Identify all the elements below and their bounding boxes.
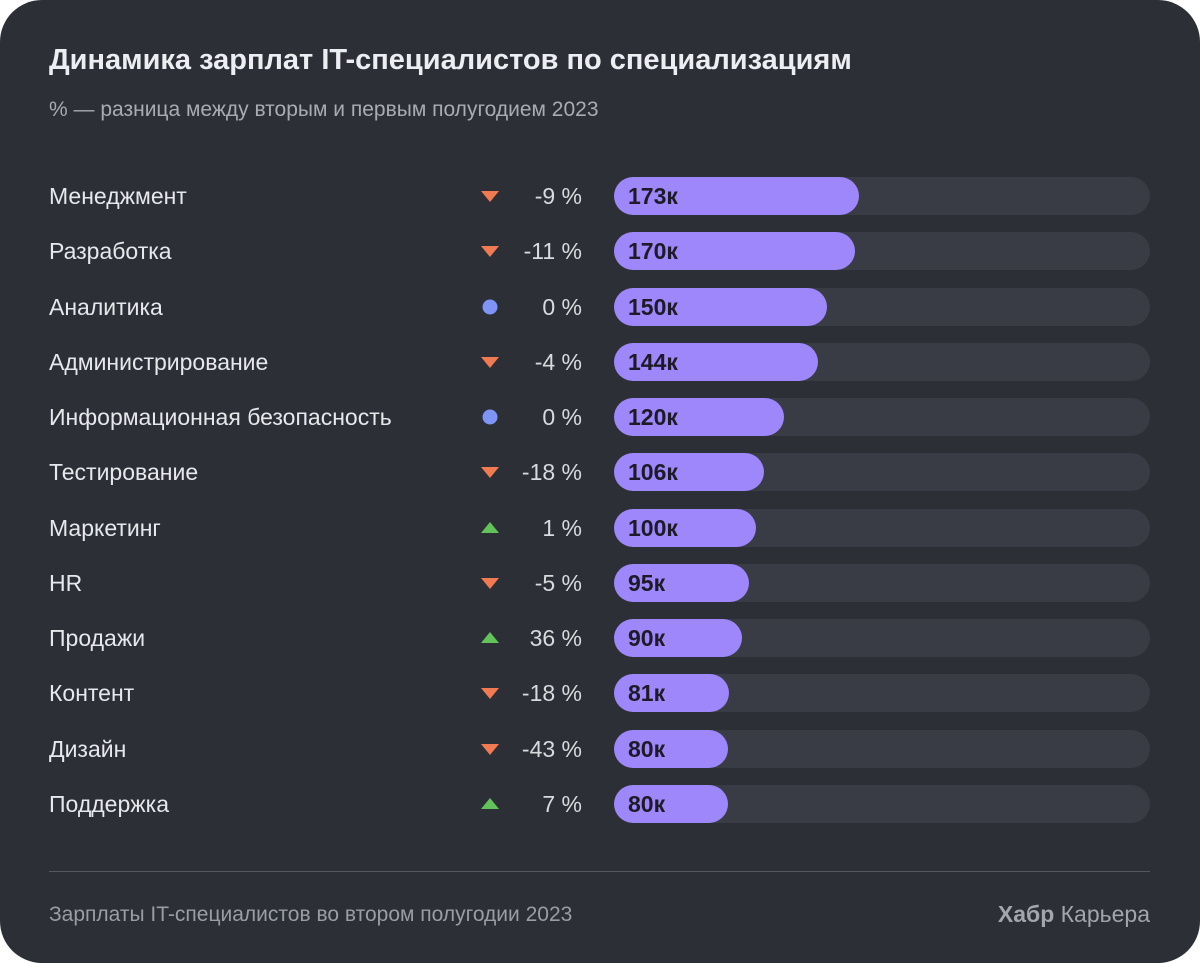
- bar-row: Информационная безопасность 0 % 120к: [0, 397, 1200, 437]
- change-label: -11 %: [523, 238, 582, 265]
- bar-row: HR -5 % 95к: [0, 563, 1200, 603]
- bar-row: Администрирование -4 % 144к: [0, 342, 1200, 382]
- change-label: 36 %: [529, 625, 582, 652]
- category-label: Разработка: [49, 238, 172, 265]
- value-label: 170к: [628, 238, 678, 265]
- chart-subtitle: % — разница между вторым и первым полуго…: [49, 98, 599, 121]
- change-label: -43 %: [521, 735, 582, 762]
- up-triangle-icon: [481, 632, 499, 644]
- down-triangle-icon: [481, 688, 499, 700]
- bar: [614, 342, 819, 381]
- bar: [614, 177, 860, 215]
- value-label: 106к: [628, 459, 678, 486]
- value-label: 144к: [628, 348, 678, 375]
- bar: [614, 674, 729, 713]
- category-label: HR: [49, 569, 83, 596]
- category-label: Продажи: [49, 625, 146, 652]
- brand-bold: Хабр: [997, 901, 1055, 927]
- value-label: 173к: [628, 183, 678, 209]
- category-label: Аналитика: [49, 293, 163, 320]
- bar: [614, 619, 742, 658]
- change-label: -4 %: [534, 348, 582, 375]
- bar: [614, 729, 728, 768]
- bar: [614, 784, 728, 823]
- down-triangle-icon: [481, 467, 499, 479]
- chart-title: Динамика зарплат IT-специалистов по спец…: [49, 44, 852, 76]
- down-triangle-icon: [481, 743, 499, 755]
- category-label: Контент: [49, 680, 135, 707]
- brand-logo: Хабр Карьера: [998, 901, 1150, 928]
- change-label: 1 %: [542, 514, 582, 541]
- change-label: 7 %: [542, 790, 582, 817]
- bar-row: Дизайн -43 % 80к: [0, 729, 1200, 769]
- bar-row: Разработка -11 % 170к: [0, 231, 1200, 271]
- value-label: 80к: [628, 790, 666, 817]
- value-label: 100к: [628, 514, 678, 541]
- down-triangle-icon: [481, 191, 499, 202]
- bar: [614, 453, 765, 492]
- bar-row: Тестирование -18 % 106к: [0, 452, 1200, 492]
- change-label: -18 %: [521, 680, 582, 707]
- bar: [614, 508, 756, 547]
- category-label: Маркетинг: [49, 514, 161, 541]
- brand-rest: Карьера: [1060, 901, 1150, 927]
- value-label: 150к: [628, 293, 678, 320]
- bar: [614, 287, 827, 326]
- bar-row: Аналитика 0 % 150к: [0, 287, 1200, 327]
- change-label: -18 %: [521, 459, 582, 486]
- bar-row: Поддержка 7 % 80к: [0, 784, 1200, 824]
- category-label: Информационная безопасность: [49, 404, 392, 431]
- value-label: 90к: [628, 625, 666, 652]
- change-label: -5 %: [534, 569, 582, 596]
- divider: [49, 871, 1150, 872]
- category-label: Менеджмент: [49, 183, 187, 209]
- bar: [614, 398, 785, 437]
- category-label: Тестирование: [49, 459, 199, 486]
- footer-source: Зарплаты IT-специалистов во втором полуг…: [49, 903, 573, 926]
- up-triangle-icon: [481, 797, 499, 809]
- value-label: 81к: [628, 680, 666, 707]
- bar-row: Менеджмент -9 % 173к: [0, 176, 1200, 216]
- zero-dot-icon: [482, 299, 498, 315]
- change-label: 0 %: [542, 293, 582, 320]
- category-label: Поддержка: [49, 790, 169, 817]
- value-label: 120к: [628, 404, 678, 431]
- bar-row: Продажи 36 % 90к: [0, 618, 1200, 658]
- category-label: Администрирование: [49, 348, 269, 375]
- zero-dot-icon: [482, 409, 498, 425]
- change-label: -9 %: [534, 183, 582, 209]
- value-label: 95к: [628, 569, 666, 596]
- change-label: 0 %: [542, 404, 582, 431]
- bar-row: Маркетинг 1 % 100к: [0, 508, 1200, 548]
- down-triangle-icon: [481, 577, 499, 589]
- category-label: Дизайн: [49, 735, 127, 762]
- up-triangle-icon: [481, 521, 499, 533]
- bar: [614, 232, 856, 271]
- down-triangle-icon: [481, 356, 499, 368]
- bar-row: Контент -18 % 81к: [0, 673, 1200, 713]
- value-label: 80к: [628, 735, 666, 762]
- down-triangle-icon: [481, 246, 499, 258]
- bar: [614, 563, 749, 602]
